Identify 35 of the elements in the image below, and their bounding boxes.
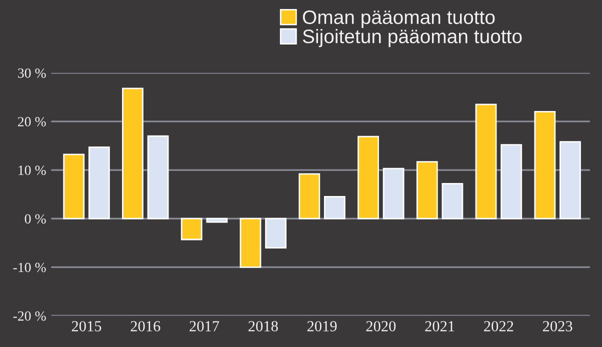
bar [416, 161, 438, 220]
bar [63, 154, 85, 220]
bar [475, 104, 497, 220]
x-tick-label: 2017 [190, 321, 220, 332]
y-tick-label: -20 % [13, 311, 46, 321]
legend-label: Sijoitetun pääoman tuotto [302, 29, 522, 48]
y-tick-label: 20 % [18, 117, 46, 126]
bar [298, 173, 320, 220]
bar [88, 146, 110, 220]
bar [240, 218, 262, 268]
y-tick-label: 30 % [18, 68, 46, 78]
x-tick-label: 2018 [248, 321, 278, 332]
bar [324, 196, 346, 220]
bar [122, 88, 144, 220]
bar [560, 141, 581, 220]
x-tick-label: 2019 [307, 321, 337, 332]
bar [358, 136, 379, 220]
x-tick-label: 2020 [366, 321, 396, 332]
bar [534, 111, 556, 220]
x-tick-label: 2016 [130, 321, 160, 332]
y-tick-label: 0 % [24, 214, 46, 224]
bar [265, 218, 287, 248]
bar [382, 168, 404, 220]
bar [206, 218, 228, 223]
bar [442, 182, 464, 220]
x-tick-label: 2022 [484, 321, 514, 332]
y-tick-label: -10 % [13, 262, 46, 272]
legend-label: Oman pääoman tuotto [302, 10, 495, 28]
bar [147, 135, 169, 220]
bar [180, 218, 202, 240]
bar [500, 144, 522, 220]
x-tick-label: 2023 [542, 321, 572, 332]
x-tick-label: 2015 [72, 321, 102, 332]
y-tick-label: 10 % [18, 166, 46, 176]
x-tick-label: 2021 [425, 321, 454, 332]
